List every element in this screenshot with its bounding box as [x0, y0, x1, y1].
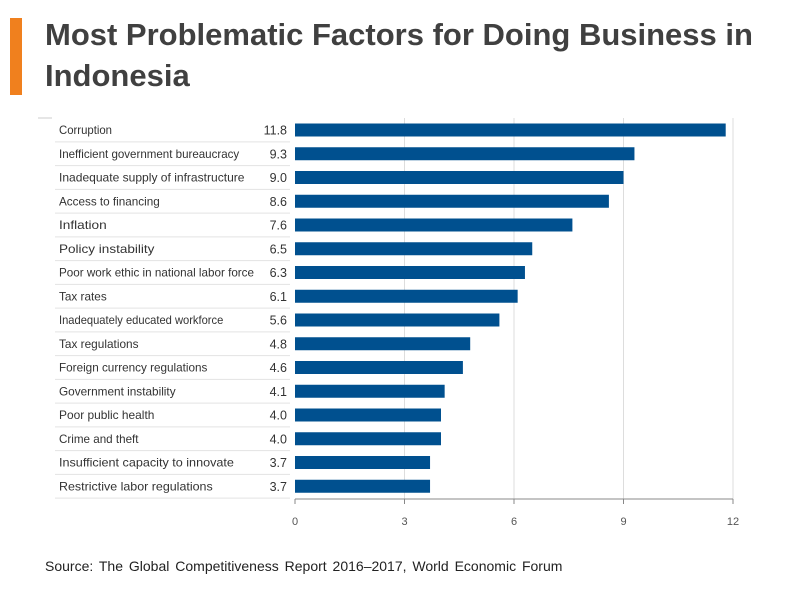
bar [295, 479, 431, 493]
value-label: 6.5 [270, 242, 287, 256]
bar [295, 361, 463, 374]
category-label: Tax rates [59, 289, 107, 303]
value-label: 3.7 [270, 456, 287, 470]
bar [295, 337, 471, 351]
x-tick-label: 6 [511, 516, 517, 528]
category-label: Insufficient capacity to innovate [59, 456, 234, 470]
chart-title: Most Problematic Factors for Doing Busin… [45, 17, 753, 93]
bar [295, 408, 441, 422]
bar [295, 456, 431, 469]
x-tick-label: 3 [401, 516, 407, 528]
category-label: Inadequate supply of infrastructure [59, 171, 245, 185]
bar [295, 171, 624, 184]
title-accent-bar [10, 18, 22, 95]
category-label: Restrictive labor regulations [59, 479, 213, 493]
category-label: Foreign currency regulations [59, 361, 207, 375]
value-label: 8.6 [270, 195, 287, 209]
category-label: Tax regulations [59, 337, 139, 351]
bar [295, 384, 445, 398]
value-label: 6.3 [270, 266, 287, 280]
category-label: Corruption [59, 123, 112, 137]
value-label: 6.1 [270, 290, 287, 304]
category-label: Government instability [59, 384, 176, 398]
bar [295, 242, 533, 256]
bar [295, 313, 500, 327]
value-label: 3.7 [270, 480, 287, 494]
bar [295, 194, 609, 208]
bar [295, 432, 441, 446]
category-label: Inefficient government bureaucracy [59, 147, 239, 161]
category-label: Access to financing [59, 194, 160, 208]
value-label: 4.8 [270, 337, 287, 351]
x-tick-label: 9 [620, 516, 626, 528]
x-tick-label: 12 [727, 516, 739, 528]
category-label: Inadequately educated workforce [59, 313, 224, 327]
category-label: Crime and theft [59, 432, 139, 446]
source-note: Source: The Global Competitiveness Repor… [45, 558, 563, 574]
bar [295, 147, 635, 161]
value-label: 11.8 [264, 124, 287, 138]
value-label: 4.0 [270, 432, 287, 446]
value-label: 4.6 [270, 361, 287, 375]
value-label: 7.6 [270, 219, 287, 233]
category-label: Poor public health [59, 408, 154, 422]
bar [295, 218, 573, 232]
category-label: Inflation [59, 218, 107, 232]
value-label: 9.3 [270, 147, 287, 161]
bar [295, 266, 525, 279]
bar [295, 289, 518, 303]
value-label: 5.6 [270, 314, 287, 328]
value-label: 9.0 [270, 171, 287, 185]
value-label: 4.0 [270, 409, 287, 423]
category-label: Poor work ethic in national labor force [59, 266, 254, 280]
bar [295, 123, 726, 137]
value-label: 4.1 [270, 385, 287, 399]
x-tick-label: 0 [292, 516, 298, 528]
category-label: Policy instability [59, 242, 154, 256]
